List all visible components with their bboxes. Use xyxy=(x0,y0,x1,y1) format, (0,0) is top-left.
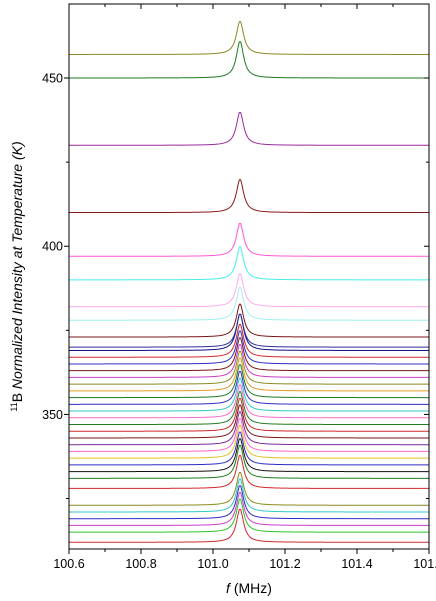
x-tick-label: 101.0 xyxy=(197,557,228,571)
spectrum-333k xyxy=(69,438,429,473)
axis-ticks xyxy=(64,4,430,554)
y-axis-quantity: Normalized Intensity at Temperature (K) xyxy=(9,141,25,393)
spectrum-361k xyxy=(69,344,429,378)
spectrum-341k xyxy=(69,411,429,446)
spectrum-343k xyxy=(69,404,429,439)
spectrum-317k xyxy=(69,492,429,526)
y-tick-label: 450 xyxy=(42,72,63,86)
plot-frame xyxy=(68,3,430,550)
y-tick-label: 400 xyxy=(42,240,63,254)
spectrum-390k xyxy=(69,246,429,281)
spectrum-335k xyxy=(69,431,429,466)
x-tick-label: 101.6 xyxy=(413,557,436,571)
spectrum-365k xyxy=(69,330,429,365)
x-tick-label: 101.4 xyxy=(341,557,372,571)
spectrum-328k xyxy=(69,455,429,489)
spectrum-373k xyxy=(69,303,429,338)
spectrum-430k xyxy=(69,112,429,146)
y-axis-isotope: 11 xyxy=(9,402,19,411)
y-axis-title: 11B Normalized Intensity at Temperature … xyxy=(9,141,25,411)
spectrum-312k xyxy=(69,508,429,543)
spectrum-450k xyxy=(69,41,429,79)
x-tick-label: 100.8 xyxy=(125,557,156,571)
spectra-curves xyxy=(68,21,430,543)
x-axis-symbol: f xyxy=(226,580,232,596)
spectrum-339k xyxy=(69,418,429,452)
spectrum-410k xyxy=(69,179,429,214)
x-axis-title: f (MHz) xyxy=(226,580,272,596)
spectrum-349k xyxy=(69,384,429,419)
spectrum-355k xyxy=(69,364,429,399)
y-axis-element: B xyxy=(9,393,25,402)
spectrum-369k xyxy=(69,313,429,351)
spectrum-351k xyxy=(69,377,429,412)
spectrum-345k xyxy=(69,397,429,432)
tick-labels: 100.6 100.8 101.0 101.2 101.4 101.6 350 400 450 xyxy=(42,72,436,571)
spectrum-357k xyxy=(69,357,430,392)
spectrum-337k xyxy=(68,424,429,459)
spectrum-319k xyxy=(69,485,429,520)
spectrum-331k xyxy=(69,445,429,479)
spectrum-378k xyxy=(69,286,429,321)
y-tick-label: 350 xyxy=(42,408,63,422)
spectrum-353k xyxy=(69,371,429,405)
spectrum-397k xyxy=(69,223,429,257)
spectrum-363k xyxy=(69,337,429,372)
spectrum-367k xyxy=(69,323,429,358)
spectrum-382k xyxy=(69,273,429,308)
spectrum-370k xyxy=(69,313,429,348)
spectrum-347k xyxy=(69,391,429,426)
x-axis-unit: (MHz) xyxy=(230,580,272,596)
spectrum-323k xyxy=(69,471,429,506)
spectrum-321k xyxy=(69,478,429,513)
spectrum-457k xyxy=(69,21,429,55)
spectrum-315k xyxy=(69,498,429,533)
x-tick-label: 101.2 xyxy=(269,557,300,571)
x-tick-label: 100.6 xyxy=(53,557,84,571)
spectrum-359k xyxy=(69,350,429,385)
